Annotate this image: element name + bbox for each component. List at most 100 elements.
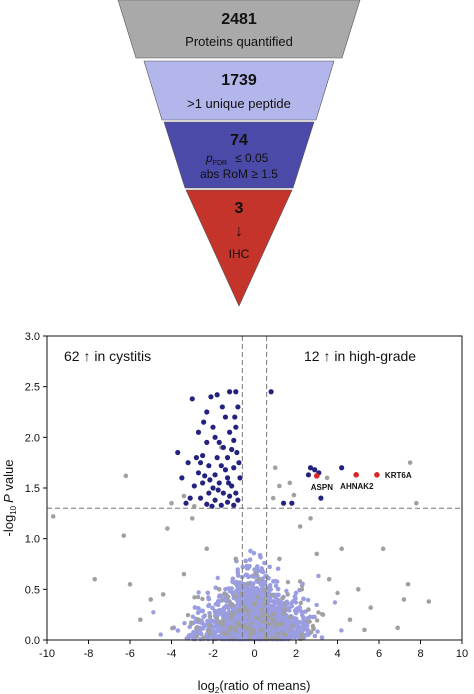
- significant-cystitis-point: [197, 495, 204, 501]
- nonsignificant-point: [262, 587, 267, 593]
- nonsignificant-point: [283, 621, 289, 626]
- significant-cystitis-point: [231, 465, 237, 471]
- significant-cystitis-point: [197, 460, 204, 466]
- y-tick-label: 1.5: [25, 483, 40, 495]
- nonsignificant-point: [339, 628, 344, 633]
- nonsignificant-point: [362, 627, 367, 633]
- nonsignificant-point: [253, 636, 258, 642]
- nonsignificant-point: [230, 603, 235, 608]
- nonsignificant-point: [206, 595, 211, 600]
- tier-label-ihc: IHC: [229, 247, 250, 261]
- nonsignificant-point: [316, 610, 321, 615]
- significant-cystitis-point: [227, 493, 233, 499]
- y-axis-title: -log10P value: [1, 460, 18, 537]
- nonsignificant-point: [206, 636, 211, 642]
- significant-high-grade-point: [305, 472, 312, 478]
- nonsignificant-point: [222, 636, 228, 642]
- significant-cystitis-point: [204, 409, 210, 415]
- significant-cystitis-point: [216, 439, 222, 445]
- nonsignificant-point: [314, 551, 320, 557]
- nonsignificant-point: [262, 560, 267, 566]
- nonsignificant-point: [200, 596, 205, 602]
- nonsignificant-point: [294, 618, 300, 624]
- significant-cystitis-point: [209, 503, 215, 509]
- significant-cystitis-point: [202, 473, 208, 479]
- nonsignificant-point: [405, 581, 411, 587]
- significant-cystitis-point: [233, 490, 239, 496]
- nonsignificant-point: [277, 556, 282, 562]
- nonsignificant-point: [270, 617, 276, 623]
- nonsignificant-point: [347, 617, 353, 623]
- nonsignificant-point: [240, 564, 246, 570]
- nonsignificant-point: [293, 600, 299, 605]
- nonsignificant-point: [191, 629, 196, 635]
- nonsignificant-point: [189, 516, 195, 521]
- nonsignificant-point: [207, 614, 213, 619]
- nonsignificant-point: [238, 623, 243, 628]
- nonsignificant-point: [293, 590, 299, 596]
- nonsignificant-point: [280, 596, 285, 601]
- nonsignificant-point: [169, 500, 174, 506]
- tier-label-rom: abs RoM ≥ 1.5: [200, 167, 278, 181]
- tier-count-ihc: 3: [235, 200, 244, 217]
- nonsignificant-point: [277, 622, 283, 627]
- significant-cystitis-point: [218, 502, 224, 508]
- significant-cystitis-point: [212, 472, 218, 478]
- nonsignificant-point: [182, 620, 187, 626]
- significant-high-grade-point: [339, 465, 345, 471]
- significant-high-grade-point: [289, 500, 295, 506]
- significant-cystitis-point: [235, 497, 241, 503]
- nonsignificant-point: [230, 579, 235, 585]
- nonsignificant-point: [255, 611, 261, 617]
- y-tick-label: 1.0: [25, 534, 40, 546]
- nonsignificant-point: [252, 567, 257, 572]
- nonsignificant-point: [298, 636, 304, 642]
- nonsignificant-point: [192, 595, 197, 600]
- nonsignificant-point: [249, 573, 255, 579]
- x-tick-label: -4: [167, 648, 177, 660]
- nonsignificant-point: [426, 599, 432, 604]
- significant-cystitis-point: [220, 444, 226, 451]
- x-tick-label: -10: [39, 648, 55, 660]
- nonsignificant-point: [202, 613, 207, 619]
- nonsignificant-point: [220, 613, 226, 618]
- nonsignificant-point: [281, 611, 287, 616]
- nonsignificant-point: [255, 594, 261, 600]
- nonsignificant-point: [196, 590, 201, 595]
- nonsignificant-point: [261, 601, 267, 607]
- significant-cystitis-point: [215, 487, 221, 493]
- nonsignificant-point: [285, 579, 291, 585]
- nonsignificant-point: [312, 633, 318, 639]
- nonsignificant-point: [309, 630, 314, 635]
- nonsignificant-point: [269, 592, 275, 598]
- x-tick-label: -2: [208, 648, 218, 660]
- point-label-krt6a: KRT6A: [385, 471, 412, 480]
- nonsignificant-point: [225, 594, 231, 600]
- significant-cystitis-point: [191, 483, 197, 489]
- nonsignificant-point: [407, 460, 413, 465]
- nonsignificant-point: [209, 634, 215, 640]
- nonsignificant-point: [271, 628, 276, 633]
- significant-high-grade-point: [318, 495, 324, 501]
- significant-cystitis-point: [207, 477, 213, 483]
- nonsignificant-point: [287, 480, 293, 486]
- nonsignificant-point: [311, 626, 316, 631]
- significant-cystitis-point: [231, 437, 237, 443]
- threshold-lines: [47, 336, 462, 640]
- tier-label-unique-peptide: >1 unique peptide: [187, 96, 291, 111]
- significant-cystitis-point: [227, 389, 233, 395]
- nonsignificant-point: [259, 580, 265, 586]
- nonsignificant-point: [194, 634, 199, 639]
- nonsignificant-point: [199, 608, 205, 614]
- nonsignificant-point: [215, 600, 221, 606]
- nonsignificant-point: [297, 524, 303, 529]
- significant-cystitis-point: [210, 424, 216, 430]
- nonsignificant-point: [190, 614, 196, 619]
- nonsignificant-point: [279, 635, 285, 641]
- nonsignificant-point: [270, 495, 276, 501]
- nonsignificant-point: [259, 631, 264, 636]
- significant-cystitis-point: [189, 396, 195, 402]
- point-label-ahnak2: AHNAK2: [340, 482, 374, 491]
- nonsignificant-point: [249, 587, 255, 592]
- nonsignificant-point: [127, 581, 133, 587]
